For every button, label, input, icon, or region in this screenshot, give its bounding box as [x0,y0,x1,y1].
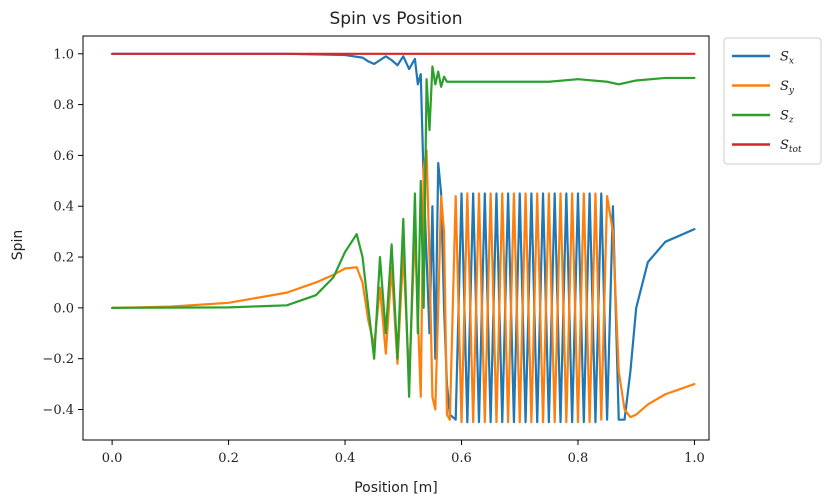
y-tick-label: 1.0 [53,47,74,62]
axes-frame [82,35,710,441]
legend-entry-x: Sx [780,50,794,67]
chart-title: Spin vs Position [330,9,463,29]
x-axis-label: Position [m] [354,480,438,496]
legend-box [723,37,822,165]
legend-entry-y: Sy [780,79,795,96]
y-tick-label: 0.2 [53,251,74,266]
y-tick-label: 0.6 [53,149,74,164]
x-tick-label: 0.4 [335,451,356,466]
x-tick-label: 0.6 [451,451,472,466]
x-tick-label: 1.0 [684,451,705,466]
y-axis-label: Spin [10,230,26,261]
y-tick-label: −0.2 [42,352,74,367]
x-tick-label: 0.8 [568,451,589,466]
plot-area: 0.0 0.2 0.4 0.6 0.8 1.0 −0.4 −0.2 0.0 0.2 0.4 0.6 0.… [42,35,710,466]
x-tick-label: 0.2 [218,451,239,466]
series-line-z [111,65,696,398]
y-tick-label: −0.4 [42,403,74,418]
legend-entry-z: Sz [780,109,794,126]
y-tick-label: 0.8 [53,98,74,113]
series-group [111,52,696,424]
legend-entry-tot: Stot [780,138,802,155]
x-tick-label: 0.0 [102,451,123,466]
y-tick-label: 0.4 [53,200,74,215]
legend: Sx Sy Sz Stot [723,37,822,165]
y-tick-label: 0.0 [53,301,74,316]
